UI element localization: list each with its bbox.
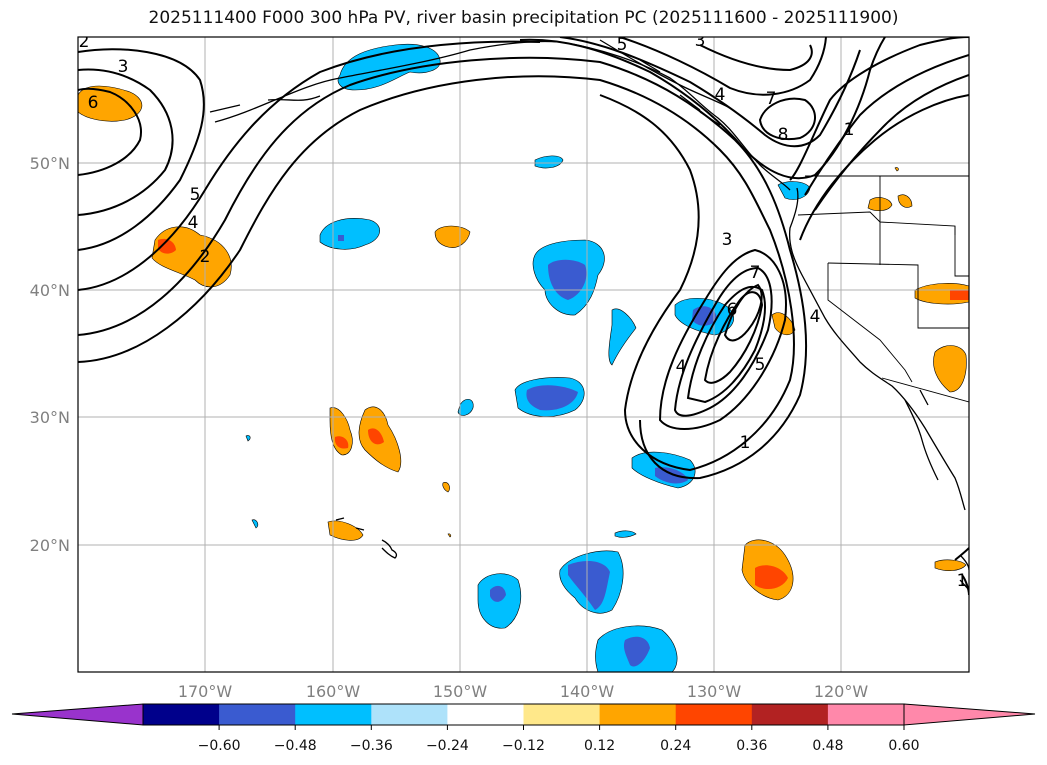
colorbar-tick-label: −0.24 xyxy=(426,738,469,754)
colorbar-segment xyxy=(371,704,448,725)
lon-label: 120°W xyxy=(814,682,869,701)
contour-label: 4 xyxy=(715,85,726,105)
colorbar-tick-label: −0.12 xyxy=(502,738,545,754)
colorbar-tick-label: 0.12 xyxy=(584,738,615,754)
lat-label: 20°N xyxy=(30,536,70,555)
contour-label: 4 xyxy=(810,307,821,327)
lat-label: 40°N xyxy=(30,281,70,300)
colorbar-segment xyxy=(675,704,753,725)
contour-label: 7 xyxy=(766,89,777,109)
contour-label: 7 xyxy=(750,263,761,283)
colorbar-tick-label: 0.60 xyxy=(888,738,919,754)
colorbar-segment xyxy=(599,704,677,725)
longitude-labels: 170°W 160°W 150°W 140°W 130°W 120°W xyxy=(178,682,869,701)
contour-label: 1 xyxy=(844,120,855,140)
colorbar-segment xyxy=(827,704,905,725)
colorbar: −0.60 −0.48 −0.36 −0.24 −0.12 0.12 0.24 0.36 0.4… xyxy=(11,703,1036,754)
latitude-labels: 50°N 40°N 30°N 20°N xyxy=(30,154,70,555)
colorbar-segment xyxy=(523,704,601,725)
colorbar-tick-label: −0.60 xyxy=(198,738,241,754)
lat-label: 50°N xyxy=(30,154,70,173)
lon-label: 130°W xyxy=(687,682,742,701)
political-borders xyxy=(797,175,969,403)
colorbar-tick-label: −0.36 xyxy=(350,738,393,754)
lon-label: 150°W xyxy=(433,682,488,701)
contour-label: 2 xyxy=(200,247,211,267)
contour-label: 3 xyxy=(722,230,733,250)
lon-label: 170°W xyxy=(178,682,233,701)
contour-label: 3 xyxy=(695,31,706,51)
contour-label: 5 xyxy=(617,35,628,55)
pv-contours xyxy=(78,37,969,596)
contour-label: 8 xyxy=(778,125,789,145)
colorbar-extend-low xyxy=(11,703,144,726)
contour-label: 6 xyxy=(88,93,99,113)
contour-label: 4 xyxy=(188,213,199,233)
colorbar-tick-label: 0.48 xyxy=(812,738,843,754)
colorbar-segment xyxy=(143,704,220,725)
colorbar-tick-label: 0.36 xyxy=(736,738,767,754)
contour-labels: 2 3 6 5 4 2 5 3 7 8 1 4 3 7 6 4 5 4 1 1 xyxy=(79,31,968,591)
contour-label: 5 xyxy=(190,185,201,205)
lon-label: 140°W xyxy=(560,682,615,701)
colorbar-extend-high xyxy=(903,703,1036,726)
contour-label: 5 xyxy=(755,355,766,375)
colorbar-segment xyxy=(219,704,296,725)
contour-label: 4 xyxy=(676,357,687,377)
positive-precip-shading xyxy=(78,85,969,601)
colorbar-tick-label: 0.24 xyxy=(660,738,691,754)
lat-label: 30°N xyxy=(30,408,70,427)
colorbar-segment xyxy=(295,704,372,725)
contour-label: 2 xyxy=(79,32,90,52)
map-title: 2025111400 F000 300 hPa PV, river basin … xyxy=(148,8,899,28)
colorbar-tick-label: −0.48 xyxy=(274,738,317,754)
plot-frame xyxy=(77,36,970,673)
colorbar-segment xyxy=(447,704,524,725)
contour-label: 1 xyxy=(957,571,968,591)
map-plot-area: 2 3 6 5 4 2 5 3 7 8 1 4 3 7 6 4 5 4 1 1 xyxy=(78,31,969,672)
contour-label: 6 xyxy=(727,300,738,320)
contour-label: 1 xyxy=(740,433,751,453)
contour-label: 3 xyxy=(118,57,129,77)
lon-label: 160°W xyxy=(306,682,361,701)
colorbar-segment xyxy=(751,704,829,725)
